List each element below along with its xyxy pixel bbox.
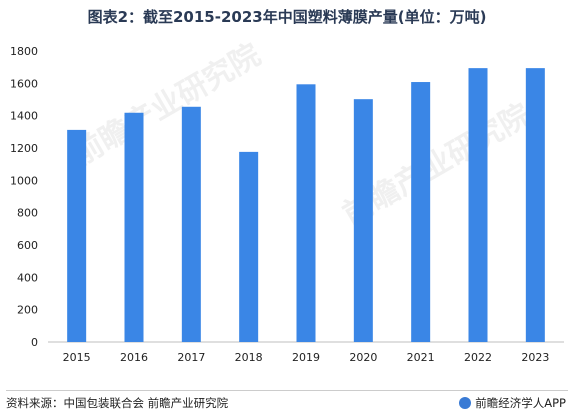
y-tick-label: 1200: [10, 142, 38, 155]
y-tick-label: 600: [17, 239, 38, 252]
bar: [67, 129, 87, 342]
bar: [411, 82, 431, 342]
y-tick-label: 1000: [10, 174, 38, 187]
bar: [124, 112, 144, 342]
brand-text: 前瞻经济学人APP: [475, 396, 566, 410]
brand-icon: [459, 397, 472, 409]
x-tick-label: 2021: [407, 351, 435, 364]
bar: [525, 68, 545, 343]
bar: [353, 99, 373, 342]
source-note: 资料来源：中国包装联合会 前瞻产业研究院: [6, 396, 229, 410]
y-tick-label: 400: [17, 271, 38, 284]
y-tick-label: 200: [17, 304, 38, 317]
x-tick-label: 2018: [235, 351, 263, 364]
x-tick-label: 2015: [63, 351, 91, 364]
y-tick-label: 1400: [10, 110, 38, 123]
x-tick-label: 2023: [521, 351, 549, 364]
x-tick-label: 2019: [292, 351, 320, 364]
footer-divider: [6, 390, 568, 391]
brand-label: 前瞻经济学人APP: [459, 395, 566, 411]
bar: [468, 68, 488, 343]
chart-title: 图表2：截至2015-2023年中国塑料薄膜产量(单位：万吨): [87, 8, 487, 26]
y-tick-label: 1800: [10, 45, 38, 58]
bar-chart: 0 200 400 600 800 1000 1200 1400 1600 1800 2015 201…: [10, 45, 564, 364]
x-tick-label: 2017: [177, 351, 205, 364]
x-tick-label: 2022: [464, 351, 492, 364]
x-tick-label: 2020: [349, 351, 377, 364]
y-tick-label: 1600: [10, 77, 38, 90]
y-tick-label: 0: [31, 336, 38, 349]
bar: [239, 151, 259, 342]
x-tick-label: 2016: [120, 351, 148, 364]
bar: [296, 84, 316, 342]
bar: [181, 106, 201, 343]
y-tick-label: 800: [17, 207, 38, 220]
